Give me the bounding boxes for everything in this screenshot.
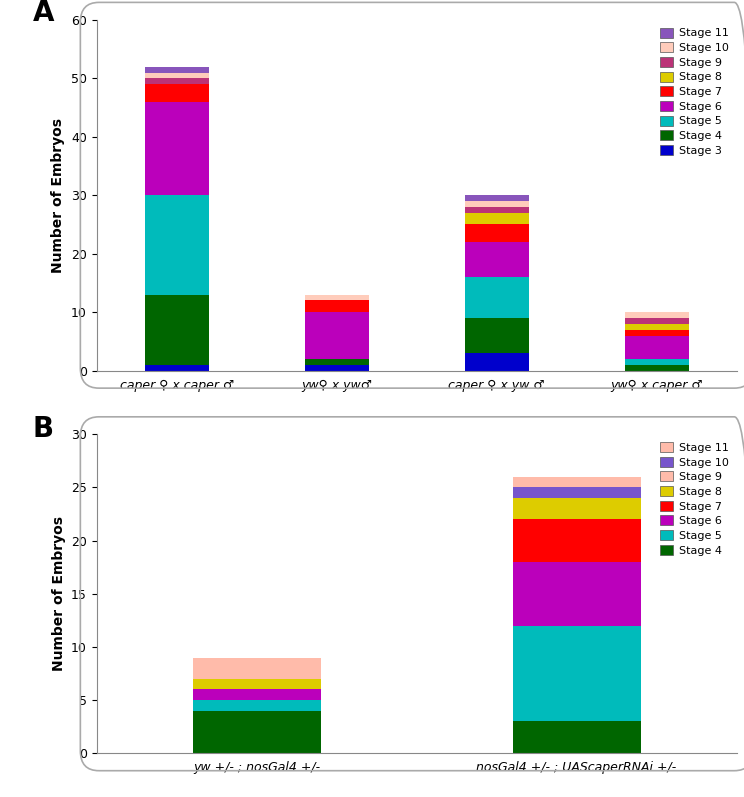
Bar: [193, 689, 321, 700]
Bar: [464, 225, 528, 242]
Bar: [625, 324, 688, 330]
Bar: [513, 488, 641, 498]
Bar: [193, 679, 321, 689]
Bar: [193, 658, 321, 668]
Y-axis label: Number of Embryos: Number of Embryos: [51, 118, 65, 273]
Bar: [305, 300, 369, 312]
Bar: [305, 359, 369, 365]
Bar: [464, 242, 528, 277]
Y-axis label: Number of Embryos: Number of Embryos: [51, 516, 65, 671]
Bar: [513, 498, 641, 520]
Bar: [193, 711, 321, 753]
Bar: [144, 84, 208, 102]
Bar: [513, 477, 641, 488]
Bar: [144, 295, 208, 365]
Bar: [464, 318, 528, 353]
Bar: [144, 102, 208, 195]
Bar: [144, 67, 208, 73]
Bar: [464, 195, 528, 201]
Bar: [144, 78, 208, 84]
Bar: [625, 365, 688, 371]
Bar: [144, 365, 208, 371]
Bar: [305, 312, 369, 359]
Bar: [464, 353, 528, 371]
Bar: [513, 520, 641, 562]
Bar: [144, 195, 208, 295]
Bar: [193, 668, 321, 679]
Legend: Stage 11, Stage 10, Stage 9, Stage 8, Stage 7, Stage 6, Stage 5, Stage 4: Stage 11, Stage 10, Stage 9, Stage 8, St…: [658, 440, 731, 558]
Bar: [625, 312, 688, 318]
Text: B: B: [33, 415, 54, 443]
Bar: [513, 562, 641, 626]
Bar: [513, 721, 641, 753]
Bar: [193, 700, 321, 711]
Bar: [625, 318, 688, 324]
Bar: [144, 73, 208, 78]
Bar: [513, 626, 641, 721]
Bar: [625, 330, 688, 336]
Bar: [305, 365, 369, 371]
Bar: [625, 336, 688, 359]
Bar: [464, 207, 528, 213]
Bar: [305, 295, 369, 300]
Bar: [464, 277, 528, 318]
Bar: [625, 359, 688, 365]
Bar: [464, 213, 528, 225]
Text: A: A: [33, 0, 54, 27]
Legend: Stage 11, Stage 10, Stage 9, Stage 8, Stage 7, Stage 6, Stage 5, Stage 4, Stage : Stage 11, Stage 10, Stage 9, Stage 8, St…: [658, 26, 731, 158]
Bar: [464, 201, 528, 207]
